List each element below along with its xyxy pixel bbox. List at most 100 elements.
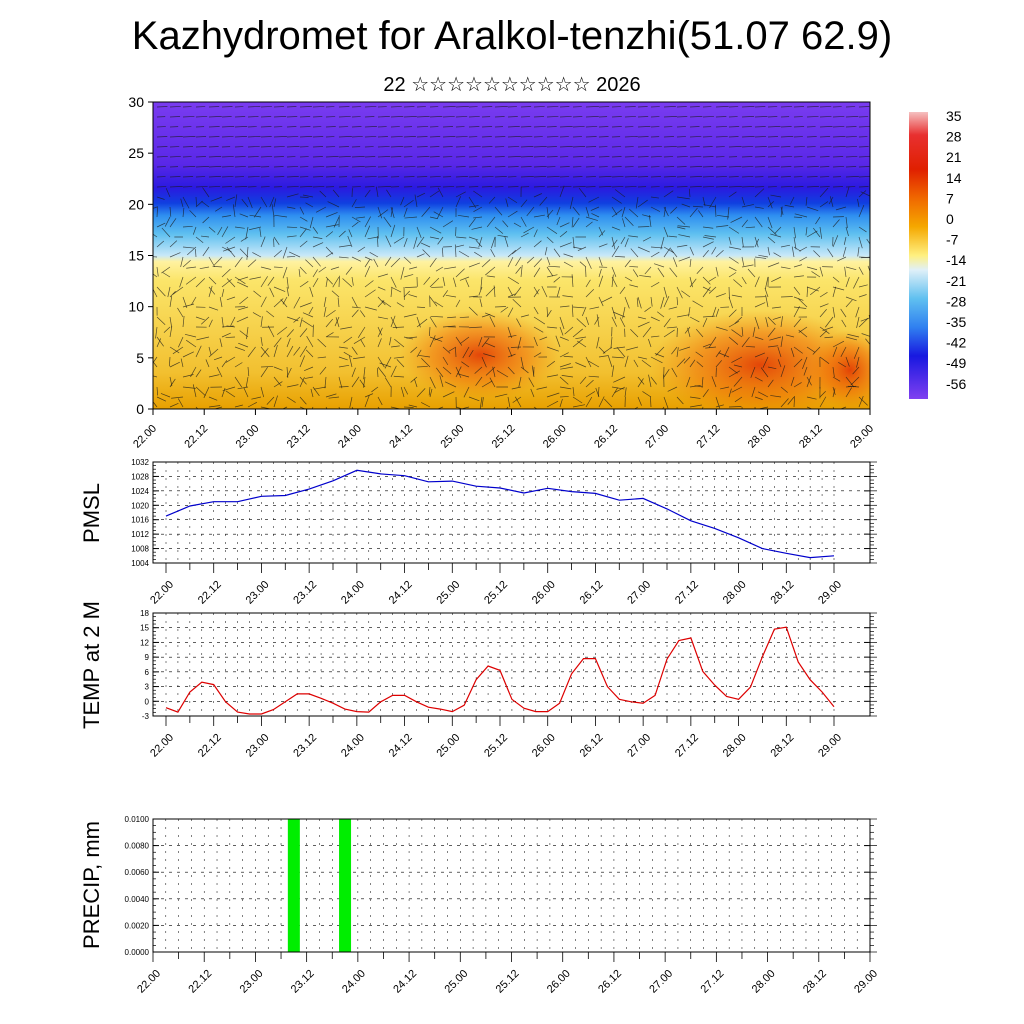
wind-vector bbox=[377, 338, 382, 348]
wind-vector bbox=[299, 345, 308, 358]
wind-vector bbox=[208, 306, 219, 311]
wind-vector bbox=[708, 276, 717, 282]
wind-vector bbox=[650, 296, 653, 307]
wind-vector bbox=[741, 186, 755, 188]
x-tick-label: 23.00 bbox=[244, 579, 272, 607]
wind-vector bbox=[377, 116, 390, 118]
wind-vector bbox=[410, 346, 418, 353]
wind-vector bbox=[511, 246, 522, 255]
wind-vector bbox=[681, 290, 691, 298]
wind-vector bbox=[598, 176, 612, 178]
wind-vector bbox=[596, 336, 600, 349]
wind-vector bbox=[741, 106, 755, 108]
wind-vector bbox=[728, 236, 732, 245]
wind-vector bbox=[730, 216, 743, 223]
colorbar-label: -42 bbox=[946, 335, 966, 351]
wind-vector bbox=[857, 198, 860, 208]
wind-vector bbox=[771, 306, 782, 309]
wind-vector bbox=[822, 326, 834, 331]
wind-vector bbox=[650, 281, 660, 288]
wind-vector bbox=[164, 216, 171, 227]
wind-vector bbox=[260, 296, 267, 308]
wind-vector bbox=[234, 276, 246, 284]
wind-vector bbox=[585, 221, 593, 228]
wind-vector bbox=[396, 359, 405, 368]
wind-vector bbox=[637, 356, 648, 360]
wind-vector bbox=[523, 226, 535, 234]
y-tick-label: 0 bbox=[136, 401, 144, 417]
wind-vector bbox=[741, 236, 744, 248]
wind-vector bbox=[562, 295, 574, 298]
wind-vector bbox=[576, 340, 587, 348]
wind-vector bbox=[754, 376, 763, 382]
wind-vector bbox=[819, 396, 827, 408]
wind-vector bbox=[390, 206, 395, 219]
wind-vector bbox=[219, 338, 223, 348]
wind-vector bbox=[585, 379, 594, 388]
wind-vector bbox=[155, 326, 158, 339]
wind-vector bbox=[403, 199, 414, 208]
wind-vector bbox=[546, 326, 558, 329]
wind-vector bbox=[299, 396, 307, 405]
y-tick-label: 3 bbox=[145, 683, 150, 692]
wind-vector bbox=[754, 336, 764, 340]
wind-vector bbox=[338, 256, 349, 259]
x-tick-label: 27.12 bbox=[673, 732, 701, 760]
wind-vector bbox=[533, 106, 545, 108]
wind-vector bbox=[662, 406, 665, 409]
x-tick-label: 28.00 bbox=[750, 968, 778, 996]
wind-vector bbox=[556, 206, 561, 216]
wind-vector bbox=[798, 329, 808, 338]
wind-vector bbox=[390, 106, 402, 108]
wind-vector bbox=[507, 210, 518, 218]
wind-vector bbox=[286, 286, 289, 297]
wind-vector bbox=[559, 326, 564, 336]
wind-vector bbox=[689, 316, 700, 323]
wind-vector bbox=[221, 106, 233, 108]
wind-vector bbox=[572, 404, 586, 408]
wind-vector bbox=[286, 146, 300, 148]
wind-vector bbox=[650, 146, 662, 148]
wind-vector bbox=[689, 176, 702, 178]
wind-vector bbox=[429, 186, 441, 188]
wind-vector bbox=[421, 357, 431, 368]
wind-vector bbox=[701, 376, 704, 388]
wind-vector bbox=[533, 306, 539, 315]
wind-vector bbox=[856, 356, 860, 368]
wind-vector bbox=[733, 376, 743, 387]
wind-vector bbox=[221, 387, 226, 398]
wind-vector bbox=[615, 256, 626, 258]
wind-vector bbox=[648, 338, 652, 348]
wind-vector bbox=[364, 256, 373, 261]
wind-vector bbox=[637, 396, 642, 406]
wind-vector bbox=[705, 346, 717, 349]
wind-vector bbox=[208, 166, 222, 168]
wind-vector bbox=[468, 116, 480, 118]
wind-vector bbox=[325, 332, 334, 338]
wind-vector bbox=[267, 276, 275, 286]
wind-vector bbox=[390, 156, 402, 158]
wind-vector bbox=[208, 106, 220, 108]
wind-vector bbox=[189, 210, 197, 218]
colorbar-label: 21 bbox=[946, 149, 962, 165]
wind-vector bbox=[559, 398, 563, 408]
wind-vector bbox=[637, 126, 651, 128]
wind-vector bbox=[676, 347, 679, 358]
wind-vector bbox=[639, 275, 652, 278]
wind-vector bbox=[328, 396, 340, 399]
wind-vector bbox=[416, 316, 421, 328]
wind-vector bbox=[286, 136, 299, 138]
wind-vector bbox=[695, 351, 704, 358]
wind-vector bbox=[780, 336, 784, 348]
wind-vector bbox=[437, 187, 444, 198]
wind-vector bbox=[202, 246, 210, 257]
wind-vector bbox=[195, 166, 209, 168]
wind-vector bbox=[286, 176, 299, 178]
wind-vector bbox=[221, 126, 235, 128]
wind-vector bbox=[351, 309, 359, 318]
wind-vector bbox=[520, 314, 530, 318]
wind-vector bbox=[813, 250, 821, 258]
wind-vector bbox=[624, 355, 629, 368]
wind-vector bbox=[770, 395, 782, 398]
wind-vector bbox=[238, 306, 249, 311]
